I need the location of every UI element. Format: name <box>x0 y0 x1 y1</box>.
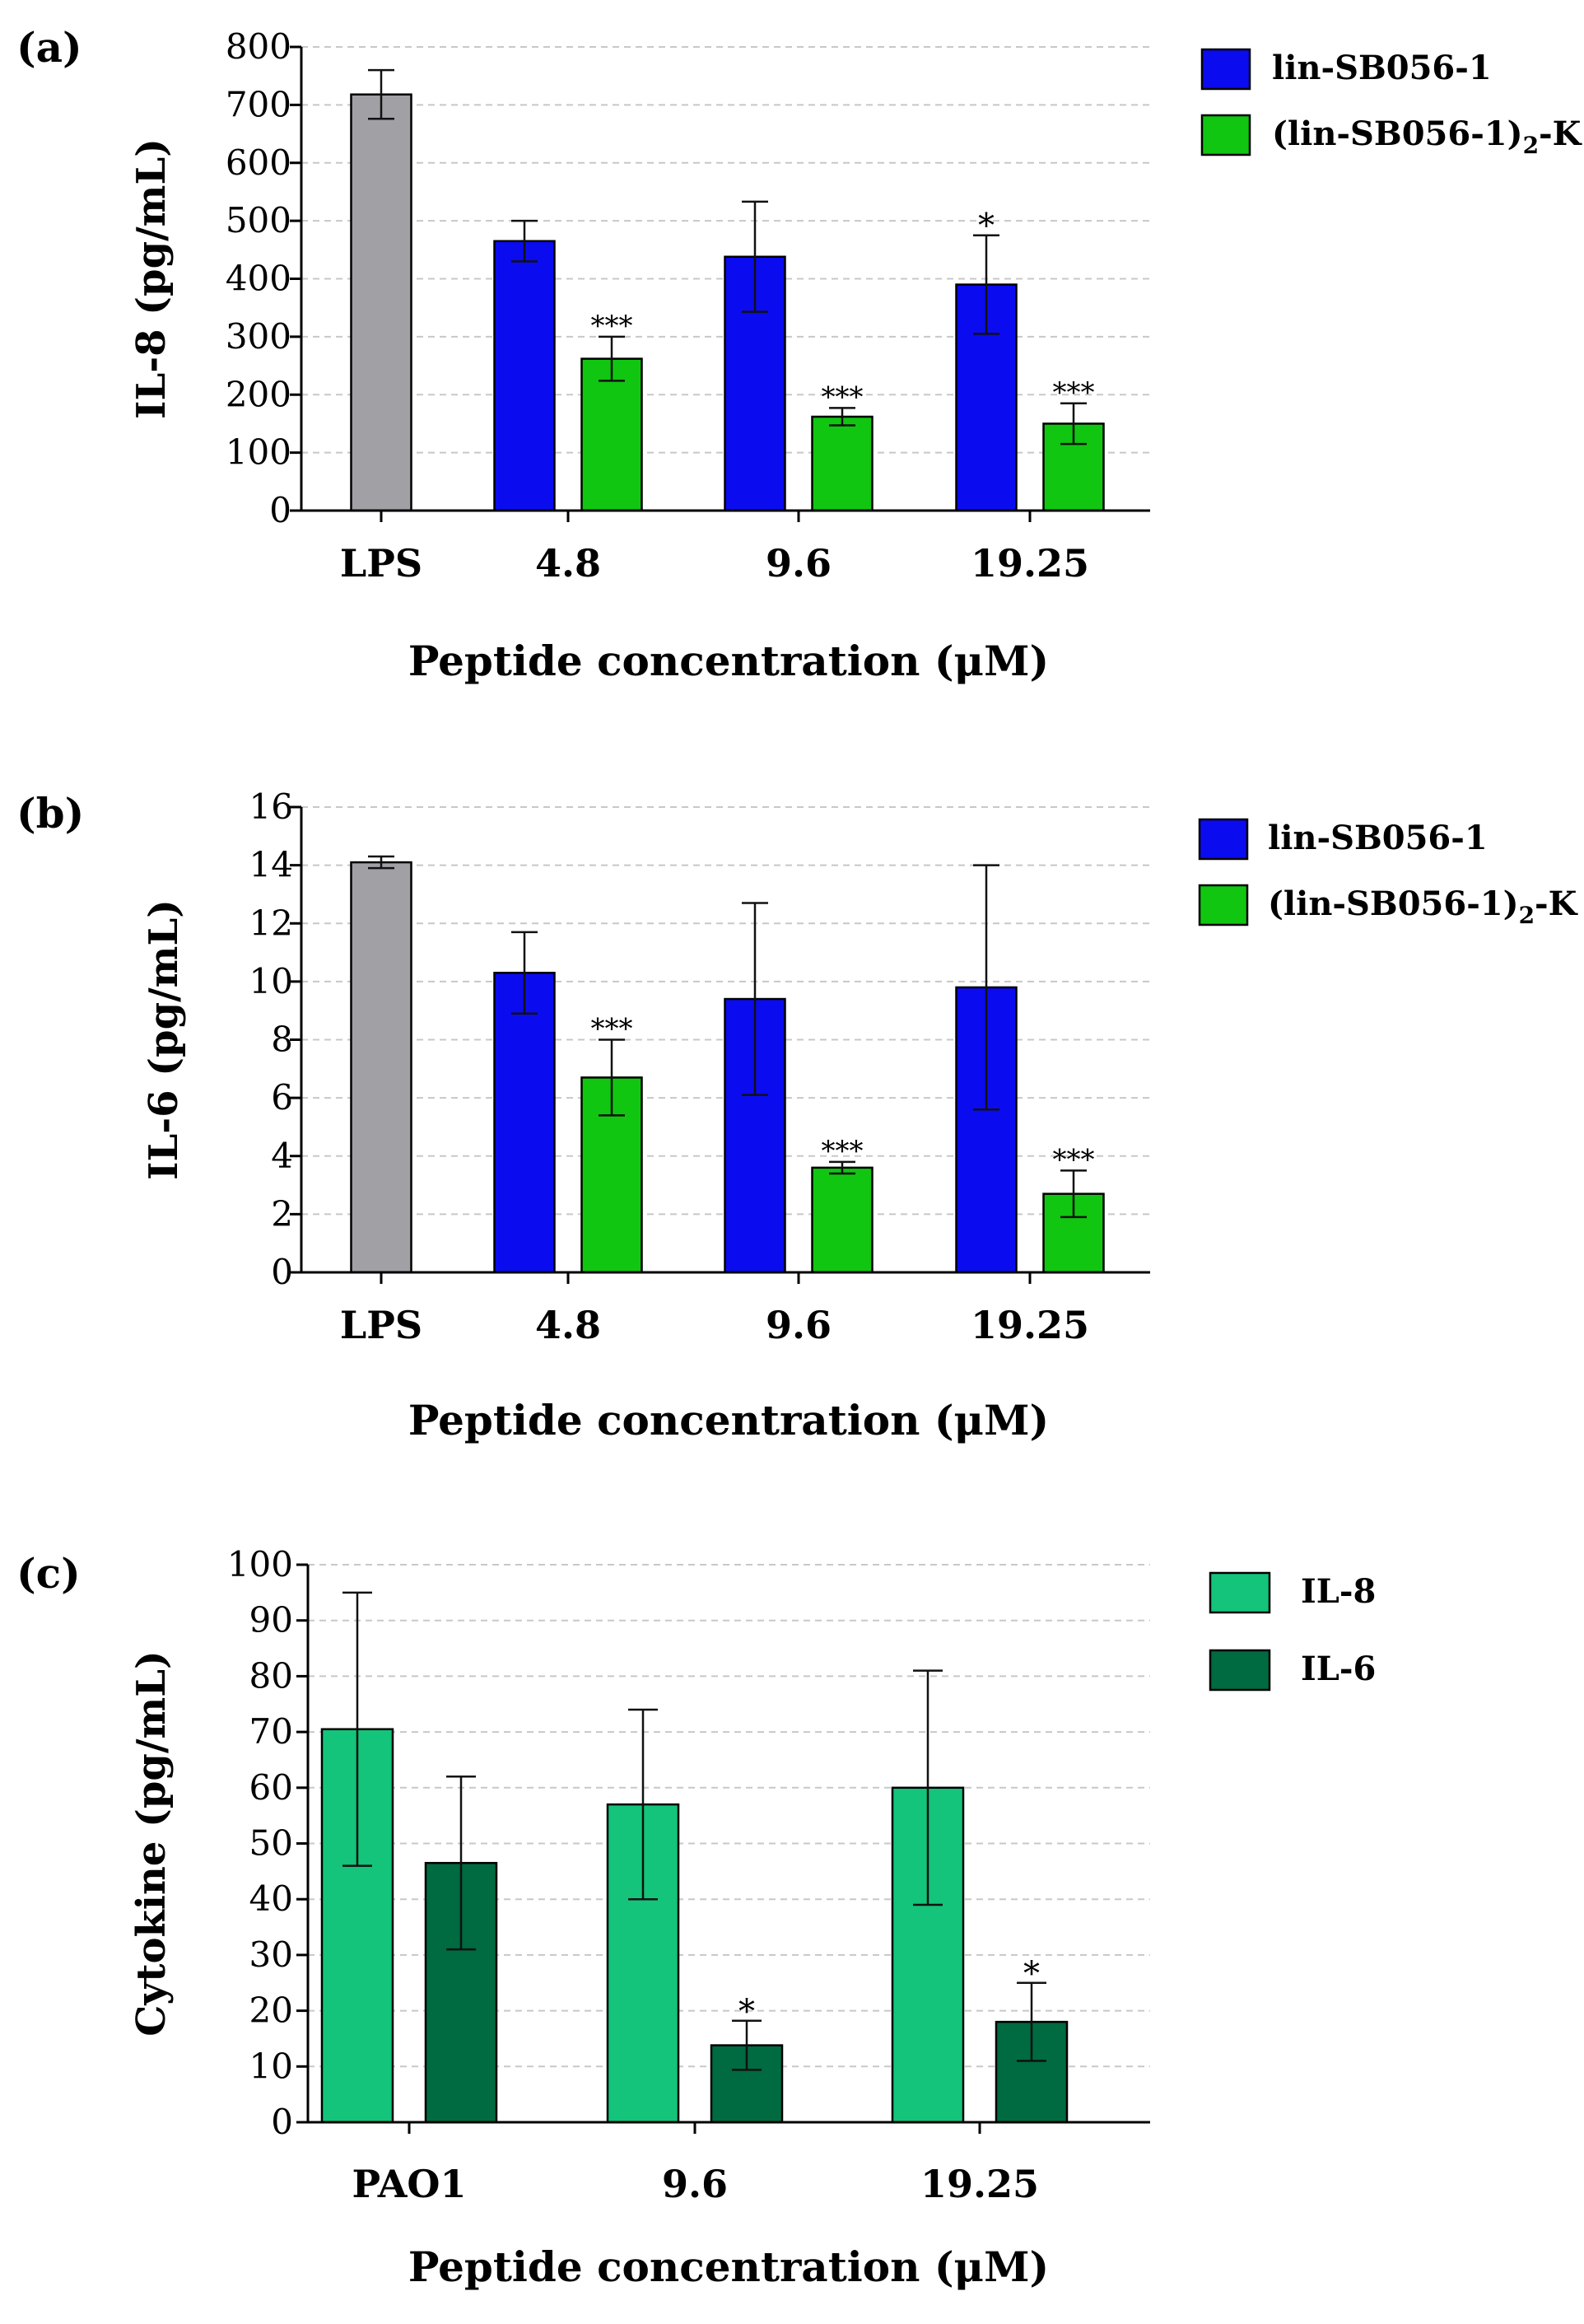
bar-lin-sb056-1-4.8 <box>493 972 556 1274</box>
y-tick-label: 16 <box>249 786 293 827</box>
legend-label: IL-8 <box>1301 1572 1376 1611</box>
y-tick-label: 80 <box>249 1655 293 1696</box>
x-tick-label: PAO1 <box>352 2162 466 2206</box>
y-axis-title: IL-6 (pg/mL) <box>141 899 187 1180</box>
bar--lin-sb056-1-2-k-9.6 <box>811 415 874 512</box>
legend-label: (lin-SB056-1)2-K <box>1268 884 1578 929</box>
y-tick-label: 6 <box>271 1077 293 1118</box>
significance-annotation: *** <box>1053 376 1095 409</box>
bar--lin-sb056-1-2-k-4.8 <box>580 357 643 512</box>
significance-annotation: *** <box>822 1135 864 1168</box>
legend-label-suffix: -K <box>1535 884 1578 923</box>
legend-swatch <box>1200 114 1251 156</box>
x-axis-title: Peptide concentration (μM) <box>408 2242 1049 2291</box>
y-tick-label: 2 <box>271 1193 293 1234</box>
significance-annotation: *** <box>591 310 633 343</box>
y-tick-label: 800 <box>226 26 291 67</box>
y-tick-label: 8 <box>271 1020 293 1060</box>
significance-annotation: * <box>738 1993 755 2031</box>
x-tick-label: 9.6 <box>766 1303 832 1347</box>
legend-label-subscript: 2 <box>1523 132 1539 159</box>
legend: lin-SB056-1 (lin-SB056-1)2-K <box>1198 818 1578 929</box>
y-tick-label: 90 <box>249 1600 293 1640</box>
legend-swatch <box>1209 1571 1271 1614</box>
panel-label: (c) <box>16 1549 81 1598</box>
y-tick-label: 70 <box>249 1711 293 1752</box>
x-axis-title: Peptide concentration (μM) <box>408 1396 1049 1444</box>
y-tick-label: 100 <box>226 432 291 473</box>
y-tick-label: 10 <box>249 961 293 1001</box>
y-tick-label: 0 <box>271 2102 293 2142</box>
bar-il-6-9.6 <box>710 2044 784 2124</box>
bar-lps-LPS <box>350 861 412 1274</box>
legend-label: lin-SB056-1 <box>1268 819 1488 857</box>
chart-panel-3: (c) 0 10 20 30 40 50 60 70 80 90 100 Cytokine (pg/mL… <box>16 1544 1376 2291</box>
y-axis-title: Cytokine (pg/mL) <box>128 1650 175 2037</box>
y-tick-label: 300 <box>226 316 291 357</box>
y-tick-label: 700 <box>226 84 291 124</box>
legend-label: (lin-SB056-1)2-K <box>1272 114 1582 159</box>
significance-annotation: *** <box>591 1013 633 1046</box>
y-tick-label: 600 <box>226 142 291 183</box>
x-tick-label: 9.6 <box>766 541 832 586</box>
y-tick-label: 20 <box>249 1990 293 2031</box>
legend: IL-8 IL-6 <box>1209 1571 1376 1692</box>
significance-annotation: *** <box>1053 1143 1095 1176</box>
legend-swatch <box>1200 48 1251 91</box>
x-axis-title: Peptide concentration (μM) <box>408 637 1049 685</box>
panel-label: (a) <box>16 23 82 72</box>
x-tick-label: LPS <box>340 541 422 586</box>
x-tick-label: 19.25 <box>920 2162 1039 2206</box>
legend-label-suffix: -K <box>1539 114 1582 153</box>
bar-lin-sb056-1-4.8 <box>493 240 556 512</box>
y-tick-label: 50 <box>249 1823 293 1864</box>
legend: lin-SB056-1 (lin-SB056-1)2-K <box>1200 48 1582 159</box>
y-tick-label: 12 <box>249 903 293 943</box>
legend-swatch <box>1198 818 1249 861</box>
x-tick-label: LPS <box>340 1303 422 1347</box>
significance-annotation: * <box>978 208 995 245</box>
legend-label-text: lin-SB056-1 <box>1272 49 1492 87</box>
x-tick-label: 19.25 <box>971 541 1089 586</box>
y-tick-label: 14 <box>249 845 293 885</box>
legend-label-text: (lin-SB056-1) <box>1272 114 1523 153</box>
y-tick-label: 4 <box>271 1136 293 1176</box>
x-tick-label: 9.6 <box>662 2162 728 2206</box>
x-tick-label: 19.25 <box>971 1303 1089 1347</box>
legend-label-text: IL-8 <box>1301 1572 1376 1611</box>
bar-lps-LPS <box>350 93 412 512</box>
y-tick-label: 0 <box>269 490 291 530</box>
legend-label-subscript: 2 <box>1519 902 1535 929</box>
y-tick-label: 100 <box>227 1544 293 1584</box>
bar--lin-sb056-1-2-k-9.6 <box>811 1166 874 1274</box>
legend-swatch <box>1209 1649 1271 1692</box>
significance-annotation: * <box>1023 1955 1040 1993</box>
legend-label-text: (lin-SB056-1) <box>1268 884 1519 923</box>
chart-panel-2: (b) 0 2 4 6 8 10 12 14 16 IL-6 (pg/mL) LPS *** 4.8 ***… <box>16 786 1578 1444</box>
y-tick-label: 400 <box>226 259 291 299</box>
x-tick-label: 4.8 <box>535 541 601 586</box>
y-axis-title: IL-8 (pg/mL) <box>128 138 175 419</box>
y-tick-label: 500 <box>226 200 291 240</box>
legend-label-text: lin-SB056-1 <box>1268 819 1488 857</box>
legend-label-text: IL-6 <box>1301 1650 1376 1688</box>
legend-label: IL-6 <box>1301 1650 1376 1688</box>
y-tick-label: 10 <box>249 2046 293 2086</box>
y-tick-label: 0 <box>271 1252 293 1292</box>
y-tick-label: 200 <box>226 374 291 414</box>
y-tick-label: 30 <box>249 1934 293 1975</box>
chart-panel-1: (a) 0 100 200 300 400 500 600 700 800 IL-8 (pg/mL)… <box>16 23 1582 685</box>
legend-label: lin-SB056-1 <box>1272 49 1492 87</box>
y-tick-label: 40 <box>249 1878 293 1919</box>
y-tick-label: 60 <box>249 1767 293 1808</box>
panel-label: (b) <box>16 789 84 838</box>
x-tick-label: 4.8 <box>535 1303 601 1347</box>
legend-swatch <box>1198 884 1249 926</box>
significance-annotation: *** <box>822 380 864 413</box>
